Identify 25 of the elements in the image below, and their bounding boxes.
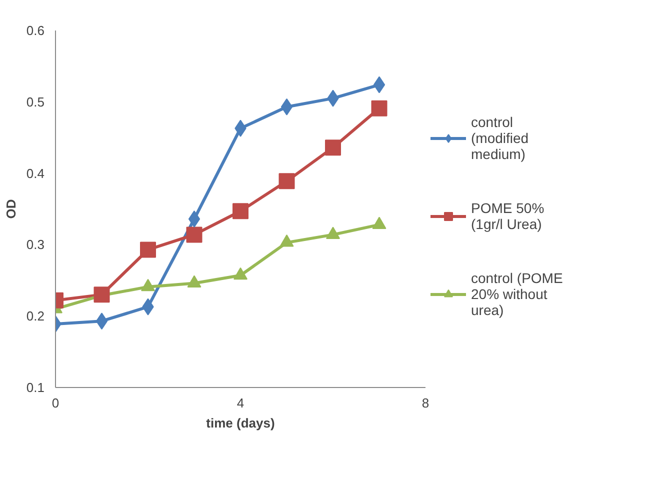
point xyxy=(278,173,295,190)
y-tick-label: 0.4 xyxy=(26,166,45,181)
x-axis-title: time (days) xyxy=(206,416,275,430)
point xyxy=(232,203,248,220)
legend-label: POME 50% (1gr/l Urea) xyxy=(471,198,544,234)
point xyxy=(186,226,202,243)
y-tick-label: 0.5 xyxy=(26,94,45,110)
x-tick-label: 0 xyxy=(52,396,60,410)
point xyxy=(371,100,388,116)
point xyxy=(280,98,293,116)
point xyxy=(325,140,341,156)
point xyxy=(373,76,386,94)
legend-label: control (POME 20% without urea) xyxy=(471,268,563,318)
y-tick-label: 0.1 xyxy=(26,380,45,395)
x-tick-label: 8 xyxy=(422,396,430,410)
point xyxy=(96,312,108,330)
point xyxy=(140,242,156,258)
y-axis-title: OD xyxy=(3,199,18,219)
legend-label: control (modified medium) xyxy=(471,112,529,162)
x-tick-label: 4 xyxy=(236,396,244,410)
point xyxy=(94,286,110,303)
point xyxy=(188,210,200,228)
y-tick-label: 0.2 xyxy=(26,308,45,324)
y-tick-label: 0.3 xyxy=(26,237,45,252)
y-tick-label: 0.6 xyxy=(26,23,45,38)
